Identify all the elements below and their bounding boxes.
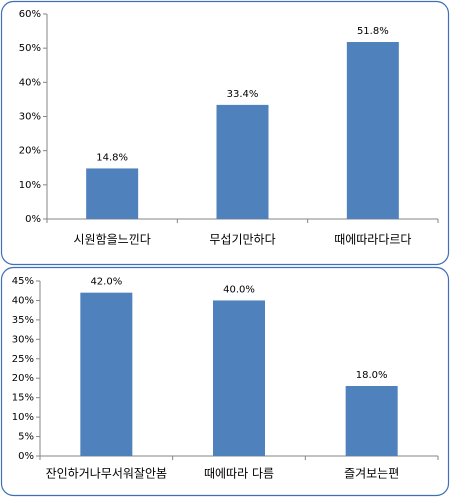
y-tick-label: 50%: [19, 43, 41, 54]
data-label: 51.8%: [357, 26, 389, 37]
y-tick-label: 10%: [19, 180, 41, 191]
y-tick-label: 20%: [12, 373, 34, 384]
x-tick-label: 즐겨보는편: [344, 467, 399, 481]
y-tick-label: 15%: [12, 393, 34, 404]
y-tick-label: 40%: [12, 295, 34, 306]
x-tick-label: 시원함을느낀다: [74, 233, 151, 247]
y-tick-label: 20%: [19, 146, 41, 157]
bar: [213, 300, 265, 456]
y-tick-label: 60%: [19, 9, 41, 20]
data-label: 40.0%: [223, 284, 255, 295]
bar: [216, 104, 269, 219]
x-tick-label: 때에따라다르다: [334, 233, 411, 247]
y-tick-label: 0%: [18, 451, 34, 462]
data-label: 14.8%: [96, 152, 128, 163]
bar: [86, 168, 139, 219]
x-tick-label: 무섭기만하다: [209, 233, 275, 247]
y-tick-label: 25%: [12, 354, 34, 365]
y-tick-label: 0%: [25, 214, 41, 225]
bar: [346, 42, 399, 220]
y-tick-label: 45%: [12, 276, 34, 287]
y-tick-label: 30%: [12, 334, 34, 345]
bar: [345, 386, 398, 456]
y-tick-label: 30%: [19, 112, 41, 123]
y-tick-label: 35%: [12, 315, 34, 326]
data-label: 18.0%: [356, 370, 388, 381]
data-label: 42.0%: [90, 277, 122, 288]
y-tick-label: 5%: [18, 432, 34, 443]
x-tick-label: 잔인하거나무서워잘안봄: [46, 467, 167, 481]
x-tick-label: 때에따라 다름: [204, 467, 274, 481]
y-tick-label: 10%: [12, 412, 34, 423]
bar: [80, 292, 133, 456]
data-label: 33.4%: [227, 89, 259, 100]
y-tick-label: 40%: [19, 77, 41, 88]
